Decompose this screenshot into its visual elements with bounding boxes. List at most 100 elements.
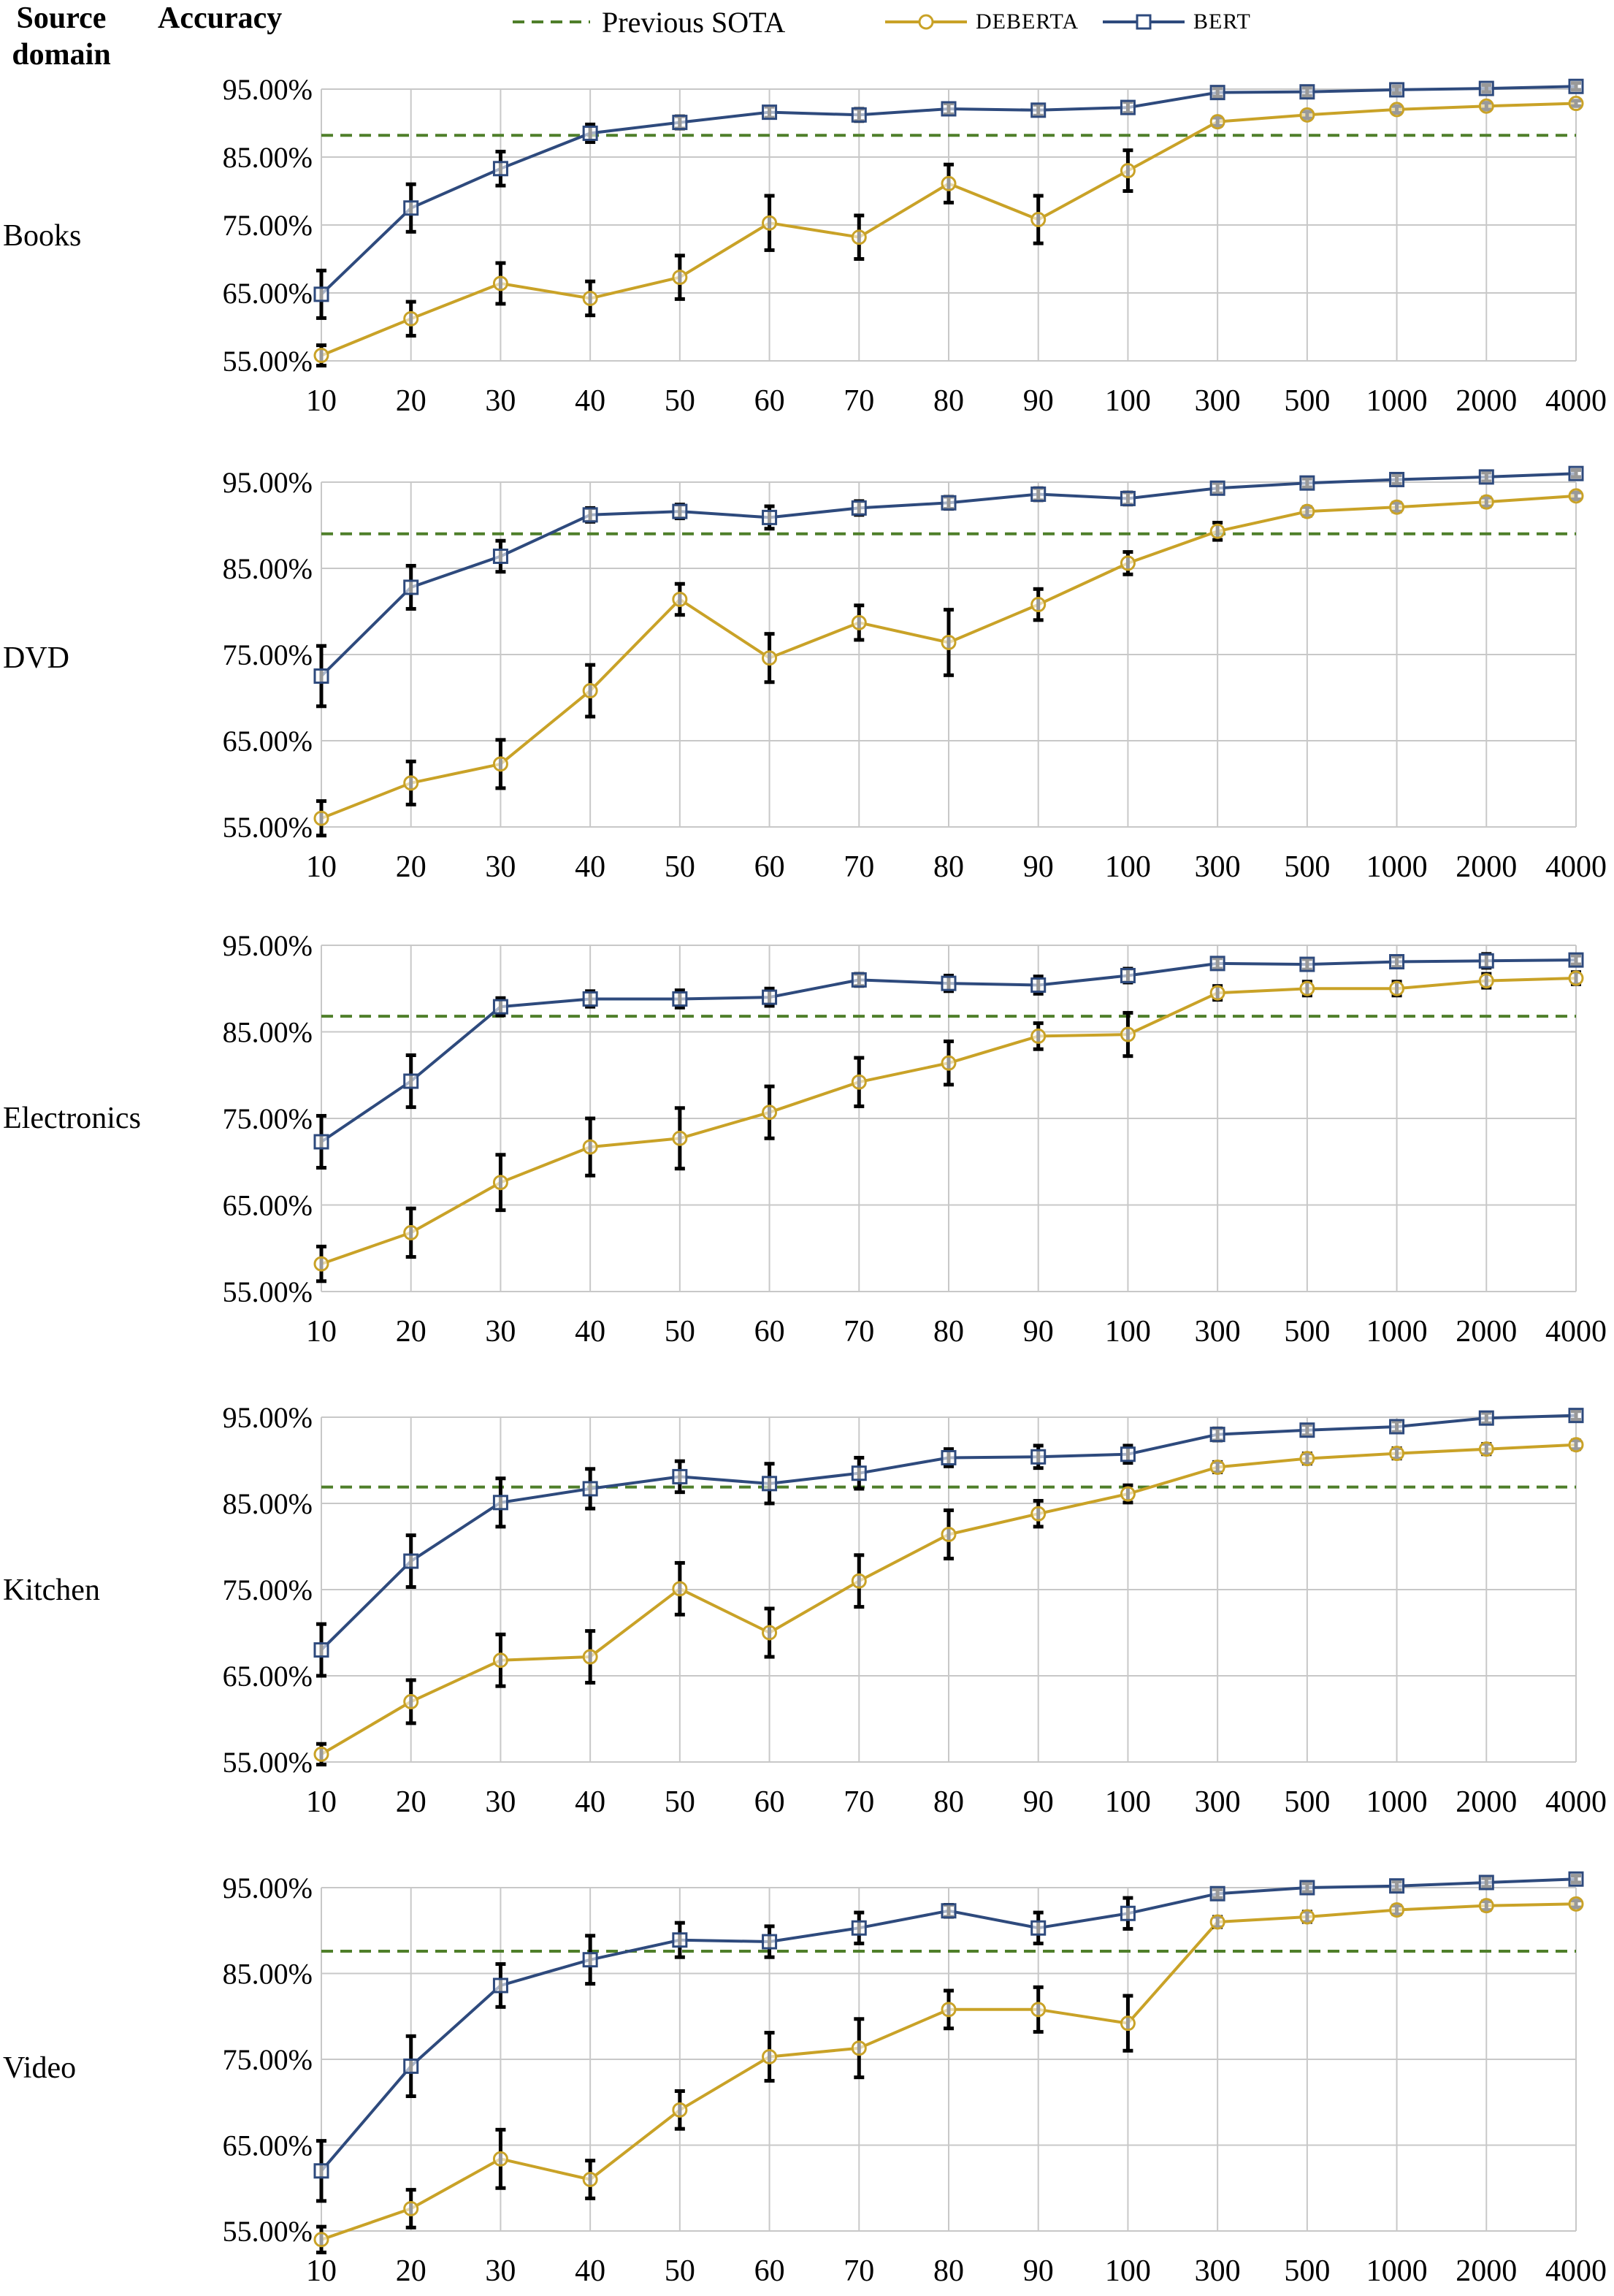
y-tick-label: 65.00% <box>223 1660 313 1693</box>
panel-label-kitchen: Kitchen <box>3 1574 100 1607</box>
x-tick-label: 500 <box>1284 850 1330 884</box>
point-deberta <box>851 614 867 630</box>
x-tick-label: 40 <box>575 2254 605 2288</box>
x-tick-label: 500 <box>1284 1315 1330 1349</box>
point-bert <box>403 1553 419 1569</box>
point-bert <box>313 2163 329 2179</box>
point-bert <box>1209 1427 1225 1443</box>
x-tick-label: 50 <box>665 384 695 418</box>
point-deberta <box>941 2002 957 2018</box>
point-deberta <box>1299 1909 1315 1925</box>
x-tick-label: 80 <box>933 384 964 418</box>
point-deberta <box>672 1581 688 1597</box>
x-tick-label: 60 <box>754 1785 785 1819</box>
y-tick-label: 85.00% <box>223 141 313 174</box>
point-deberta <box>762 650 778 666</box>
point-bert <box>582 1481 598 1497</box>
x-tick-label: 500 <box>1284 2254 1330 2288</box>
series-deberta <box>313 1437 1584 1767</box>
x-tick-label: 40 <box>575 1785 605 1819</box>
point-deberta <box>313 810 329 826</box>
x-tick-label: 1000 <box>1366 850 1428 884</box>
y-tick-label: 85.00% <box>223 1958 313 1991</box>
point-deberta <box>313 1746 329 1762</box>
x-tick-label: 90 <box>1023 1785 1054 1819</box>
point-bert <box>492 1495 508 1511</box>
point-deberta <box>762 1625 778 1641</box>
point-bert <box>1478 80 1494 96</box>
x-tick-label: 50 <box>665 1315 695 1349</box>
series-deberta <box>313 488 1584 838</box>
point-bert <box>582 125 598 141</box>
chart-panel-video: 55.00% 65.00% 75.00% 85.00% 95.00% 10 20 30 40 50… <box>3 1871 1607 2288</box>
y-tick-label: 75.00% <box>223 2043 313 2076</box>
legend-swatch-bert <box>1103 14 1185 30</box>
point-deberta <box>1478 98 1494 114</box>
point-deberta <box>1299 1451 1315 1467</box>
point-deberta <box>1389 1446 1405 1462</box>
series-deberta <box>313 1896 1584 2254</box>
x-tick-label: 500 <box>1284 1785 1330 1819</box>
point-bert <box>1299 475 1315 491</box>
y-tick-label: 55.00% <box>223 345 313 378</box>
point-bert <box>672 1468 688 1484</box>
point-bert <box>1030 1449 1047 1465</box>
point-deberta <box>1299 503 1315 519</box>
point-bert <box>1389 954 1405 970</box>
point-deberta <box>313 1256 329 1272</box>
point-bert <box>492 548 508 564</box>
point-deberta <box>403 1224 419 1240</box>
x-tick-label: 30 <box>485 1315 516 1349</box>
point-deberta <box>582 290 598 306</box>
point-deberta <box>1389 1902 1405 1918</box>
panel-label-electronics: Electronics <box>3 1102 141 1135</box>
y-tick-label: 75.00% <box>223 1574 313 1606</box>
point-deberta <box>1209 114 1225 130</box>
x-tick-label: 40 <box>575 1315 605 1349</box>
point-deberta <box>1120 163 1136 179</box>
point-deberta <box>582 1139 598 1155</box>
point-bert <box>1568 78 1584 94</box>
point-deberta <box>403 775 419 791</box>
point-deberta <box>1389 980 1405 996</box>
point-deberta <box>941 1526 957 1542</box>
point-deberta <box>762 215 778 231</box>
legend-swatch-previous-sota <box>513 20 590 23</box>
x-tick-label: 30 <box>485 2254 516 2288</box>
point-bert <box>403 579 419 595</box>
point-deberta <box>1209 1459 1225 1475</box>
point-bert <box>1478 469 1494 485</box>
point-bert <box>403 200 419 216</box>
point-bert <box>313 668 329 684</box>
x-tick-label: 70 <box>844 2254 874 2288</box>
x-tick-label: 80 <box>933 850 964 884</box>
y-tick-label: 55.00% <box>223 811 313 844</box>
point-deberta <box>1120 1026 1136 1042</box>
point-deberta <box>762 2048 778 2064</box>
point-deberta <box>492 756 508 772</box>
x-tick-label: 20 <box>396 1785 427 1819</box>
series-deberta <box>313 96 1584 368</box>
point-bert <box>941 975 957 991</box>
point-deberta <box>582 2172 598 2187</box>
point-deberta <box>762 1105 778 1121</box>
point-deberta <box>851 229 867 245</box>
x-tick-label: 100 <box>1105 384 1151 418</box>
point-bert <box>1209 480 1225 496</box>
point-deberta <box>1120 2015 1136 2032</box>
point-bert <box>672 991 688 1007</box>
y-tick-label: 95.00% <box>223 929 313 962</box>
point-deberta <box>1568 96 1584 112</box>
x-tick-label: 300 <box>1195 1315 1241 1349</box>
point-deberta <box>851 1074 867 1090</box>
point-bert <box>582 1952 598 1968</box>
point-bert <box>492 161 508 177</box>
point-deberta <box>403 2200 419 2216</box>
point-deberta <box>1030 1028 1047 1044</box>
legend-label-previous-sota: Previous SOTA <box>602 5 786 39</box>
point-bert <box>851 1465 867 1481</box>
y-tick-label: 85.00% <box>223 552 313 585</box>
x-tick-label: 70 <box>844 1315 874 1349</box>
y-tick-label: 55.00% <box>223 2215 313 2248</box>
x-tick-label: 50 <box>665 1785 695 1819</box>
